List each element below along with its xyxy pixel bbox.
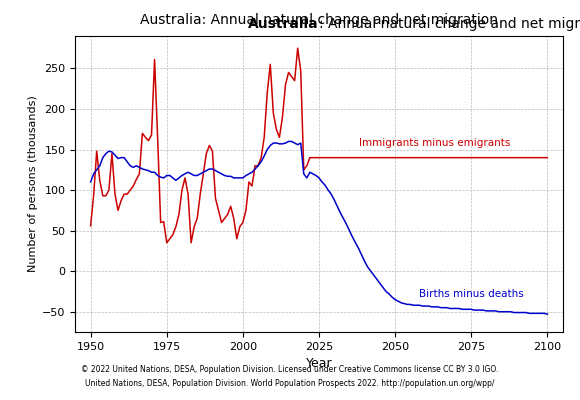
Y-axis label: Number of persons (thousands): Number of persons (thousands) bbox=[28, 96, 38, 272]
Text: United Nations, DESA, Population Division. World Population Prospects 2022. http: United Nations, DESA, Population Divisio… bbox=[85, 380, 495, 388]
X-axis label: Year: Year bbox=[306, 357, 332, 370]
Text: Births minus deaths: Births minus deaths bbox=[419, 289, 524, 299]
Text: Immigrants minus emigrants: Immigrants minus emigrants bbox=[358, 138, 510, 148]
Text: Australia: Annual natural change and net migration: Australia: Annual natural change and net… bbox=[140, 13, 498, 27]
Text: Australia: Australia bbox=[248, 17, 319, 31]
Text: © 2022 United Nations, DESA, Population Division. Licensed under Creative Common: © 2022 United Nations, DESA, Population … bbox=[81, 366, 499, 374]
Text: Australia: Australia bbox=[0, 399, 1, 400]
Text: : Annual natural change and net migration: : Annual natural change and net migratio… bbox=[319, 17, 580, 31]
